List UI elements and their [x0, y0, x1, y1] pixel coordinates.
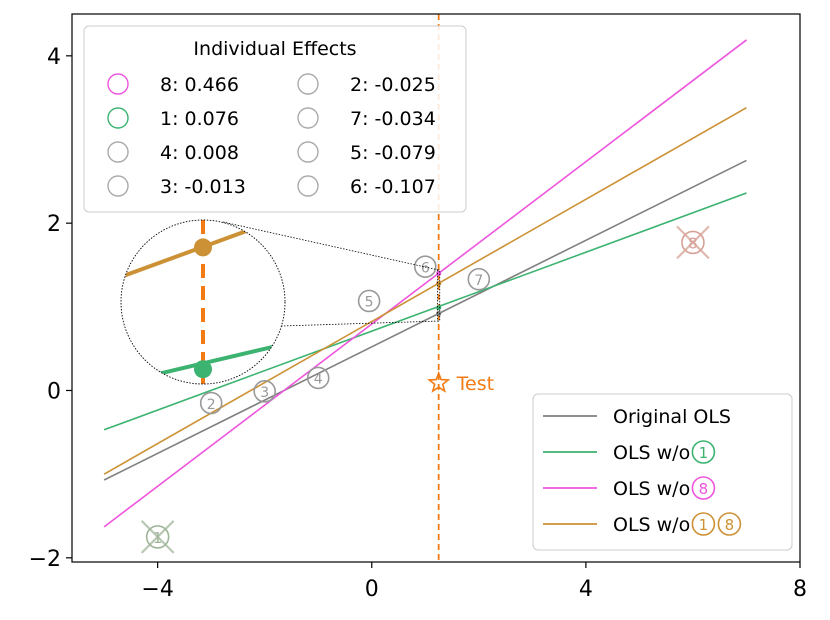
prediction-dot-1: [436, 280, 442, 286]
lines-legend-badge-2-0-ring: [691, 476, 716, 500]
data-point-2-ring: [199, 391, 223, 415]
lines-legend-label-0: Original OLS: [613, 406, 731, 428]
lines-legend-badge-1-0-label: 1: [699, 444, 709, 462]
data-point-5: 5: [357, 289, 381, 313]
effects-legend-label-0: 8: 0.466: [160, 74, 239, 96]
series-line-2: [103, 39, 747, 528]
data-point-6-ring: [413, 255, 437, 278]
zoom-region: [437, 269, 441, 322]
lines-legend-box: [532, 393, 793, 551]
effects-legend-label-1: 1: 0.076: [160, 108, 239, 130]
zoom-connector-top: [222, 221, 439, 271]
prediction-dot-2: [436, 305, 442, 311]
data-point-8-ring: [681, 230, 705, 255]
data-point-4-label: 4: [314, 372, 323, 388]
lines-legend-badge-3-1-ring: [717, 512, 742, 536]
y-tick-label-3: 4: [47, 45, 61, 70]
lines-legend-label-1: OLS w/o: [613, 442, 690, 464]
lines-legend-badge-2-0: 8: [691, 476, 716, 500]
data-point-1-ring: [145, 525, 170, 549]
x-tick-label-1: 0: [365, 577, 379, 602]
data-point-3: 3: [253, 380, 277, 403]
effects-legend-marker-1: [107, 107, 129, 129]
lines-legend-label-2: OLS w/o: [613, 478, 690, 500]
effects-legend-label-3: 3: -0.013: [160, 176, 246, 198]
data-point-8: 8: [681, 230, 705, 255]
lines-legend-badge-1-0: 1: [691, 440, 716, 464]
x-tick-label-0: −4: [141, 577, 173, 602]
removed-x2-1: [140, 520, 175, 554]
data-point-3-label: 3: [260, 385, 269, 401]
inset-content: [121, 220, 285, 384]
data-point-2-label: 2: [207, 397, 216, 413]
y-tick-label-1: 0: [47, 379, 61, 404]
data-point-3-ring: [253, 380, 277, 403]
data-point-5-label: 5: [365, 295, 374, 311]
x-tick-label-2: 4: [579, 577, 593, 602]
inset-border: [120, 219, 286, 385]
data-point-4-ring: [306, 366, 330, 390]
effects-legend-marker-4: [297, 73, 319, 95]
lines-legend-badge-1-0-ring: [691, 440, 716, 464]
data-point-5-ring: [357, 289, 381, 313]
lines-legend-badge-3-0-ring: [691, 512, 716, 536]
data-point-4: 4: [306, 366, 330, 390]
lines-legend-badge-2-0-label: 8: [699, 480, 709, 498]
data-point-1: 1: [145, 525, 170, 549]
lines-legend-badge-3-0-label: 1: [699, 516, 709, 534]
plot-frame: [71, 13, 801, 563]
data-point-7-ring: [467, 267, 491, 291]
effects-legend-marker-0: [107, 73, 129, 95]
lines-legend-badge-3-1-label: 8: [725, 516, 735, 534]
test-star: [427, 370, 451, 393]
data-point-7: 7: [467, 267, 491, 291]
effects-legend-label-7: 6: -0.107: [350, 176, 436, 198]
effects-legend-marker-5: [297, 107, 319, 129]
effects-legend-label-2: 4: 0.008: [160, 142, 239, 164]
effects-legend-marker-7: [297, 175, 319, 197]
data-point-6: 6: [413, 255, 437, 278]
effects-legend-marker-2: [107, 141, 129, 163]
effects-legend-box: [83, 25, 467, 213]
y-tick-label-0: −2: [29, 547, 61, 572]
effects-legend-marker-6: [297, 141, 319, 163]
inset-marker-1: [194, 238, 212, 257]
inset-marker-2: [194, 360, 212, 379]
data-point-8-label: 8: [688, 234, 698, 252]
effects-legend-label-4: 2: -0.025: [350, 74, 436, 96]
data-point-2: 2: [199, 391, 223, 415]
series-line-0: [103, 159, 747, 481]
effects-legend-label-6: 5: -0.079: [350, 142, 436, 164]
test-label: Test: [456, 373, 494, 395]
prediction-dot-0: [436, 270, 442, 276]
lines-legend-badge-3-1: 8: [717, 512, 742, 536]
data-point-1-label: 1: [153, 529, 163, 547]
zoom-connector-bottom: [280, 320, 439, 327]
x-tick-label-3: 8: [793, 577, 807, 602]
removed-x2-8: [676, 225, 710, 260]
prediction-dot-3: [436, 310, 442, 317]
effects-legend-marker-3: [107, 175, 129, 197]
lines-legend-label-3: OLS w/o: [613, 514, 690, 536]
data-point-6-label: 6: [421, 260, 430, 276]
effects-legend-title: Individual Effects: [193, 38, 356, 60]
lines-legend-badge-3-0: 1: [691, 512, 716, 536]
series-line-1: [103, 192, 747, 431]
effects-legend-label-5: 7: -0.034: [350, 108, 436, 130]
data-point-7-label: 7: [474, 273, 483, 289]
y-tick-label-2: 2: [47, 212, 61, 237]
